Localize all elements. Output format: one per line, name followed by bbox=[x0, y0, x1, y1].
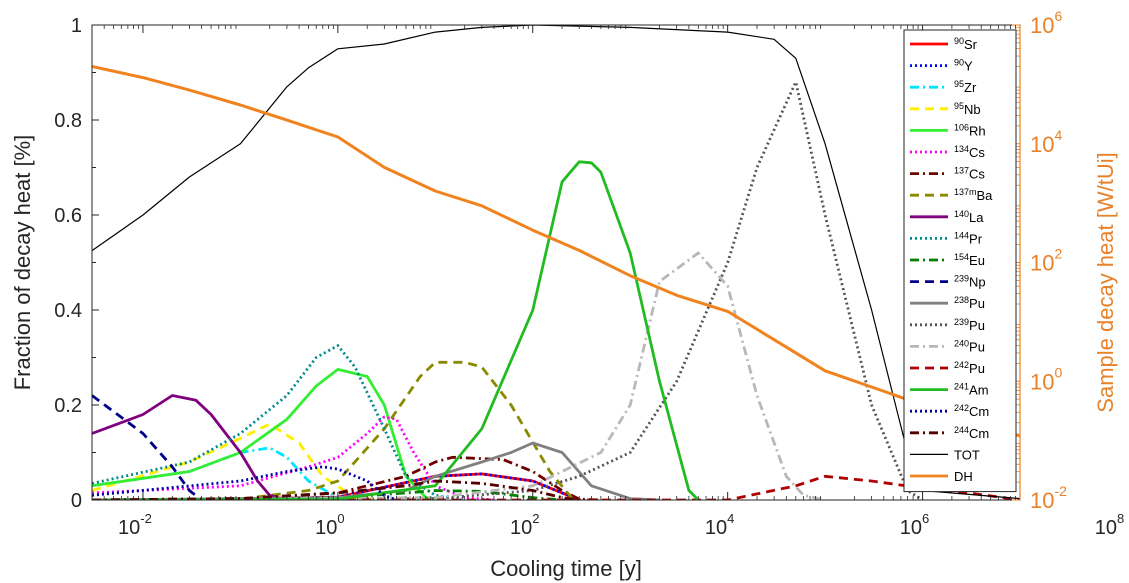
series-line-242-cm bbox=[92, 465, 398, 500]
legend-box bbox=[903, 29, 1017, 493]
y2-tick-label: 10-2 bbox=[1030, 483, 1067, 513]
legend-item-240-pu: 240Pu bbox=[910, 338, 985, 354]
legend-label: 154Eu bbox=[954, 252, 985, 268]
series-line-106-rh bbox=[92, 367, 444, 500]
legend-label: 95Nb bbox=[954, 101, 981, 117]
legend-label: 90Y bbox=[954, 58, 973, 74]
legend-label: 137Cs bbox=[954, 166, 985, 182]
series-line-239-pu bbox=[92, 80, 924, 500]
legend-label: 239Np bbox=[954, 274, 986, 290]
series-layer bbox=[92, 25, 1020, 500]
x-tick-label: 108 bbox=[1095, 511, 1124, 539]
legend-label: DH bbox=[954, 469, 973, 484]
legend-item-239-pu: 239Pu bbox=[910, 317, 985, 333]
legend-label: 137mBa bbox=[954, 187, 993, 203]
legend-item-144-pr: 144Pr bbox=[910, 230, 983, 246]
legend-label: 241Am bbox=[954, 382, 989, 398]
y-tick-label: 0.6 bbox=[54, 205, 82, 227]
series-line-144-pr bbox=[92, 344, 465, 500]
series-line-137m-ba bbox=[92, 360, 580, 500]
legend-item-95-nb: 95Nb bbox=[910, 101, 981, 117]
y-axis-label: Fraction of decay heat [%] bbox=[10, 135, 35, 391]
x-axis-label: Cooling time [y] bbox=[490, 556, 642, 581]
legend-item-90-sr: 90Sr bbox=[910, 36, 978, 52]
legend-label: 242Pu bbox=[954, 360, 985, 376]
legend-label: 140La bbox=[954, 209, 984, 225]
legend-label: 238Pu bbox=[954, 295, 985, 311]
series-line-240-pu bbox=[92, 251, 826, 500]
series-line-95-nb bbox=[92, 422, 385, 500]
series-line-95-zr bbox=[92, 446, 368, 500]
y-tick-label: 0.8 bbox=[54, 110, 82, 132]
legend-item-106-rh: 106Rh bbox=[910, 122, 986, 138]
x-tick-label: 100 bbox=[315, 511, 344, 539]
legend-item-134-cs: 134Cs bbox=[910, 144, 985, 160]
x-axis: 10-2 100 102 104 106 108 bbox=[91, 25, 1124, 539]
y-axis-left: 0 0.2 0.4 0.6 0.8 1 bbox=[54, 15, 99, 512]
legend-item-90-y: 90Y bbox=[910, 58, 973, 74]
legend-item-dh: DH bbox=[910, 469, 973, 484]
y-tick-label: 0.2 bbox=[54, 395, 82, 417]
y2-tick-label: 102 bbox=[1030, 246, 1062, 276]
series-line-239-np bbox=[92, 394, 203, 500]
x-tick-label: 104 bbox=[705, 511, 734, 539]
y2-axis-label: Sample decay heat [W/tUi] bbox=[1093, 152, 1118, 412]
legend-item-154-eu: 154Eu bbox=[910, 252, 985, 268]
series-line-241-am bbox=[92, 160, 700, 500]
legend-label: 242Cm bbox=[954, 403, 989, 419]
legend-label: 95Zr bbox=[954, 79, 977, 95]
legend-item-95-zr: 95Zr bbox=[910, 79, 977, 95]
series-line-242-pu bbox=[92, 474, 1020, 500]
legend-label: 90Sr bbox=[954, 36, 978, 52]
y-tick-label: 0 bbox=[71, 490, 82, 512]
legend-item-137m-ba: 137mBa bbox=[910, 187, 993, 203]
x-tick-label: 106 bbox=[900, 511, 929, 539]
x-tick-label: 102 bbox=[510, 511, 539, 539]
legend-label: 240Pu bbox=[954, 338, 985, 354]
x-tick-label: 10-2 bbox=[118, 511, 152, 539]
y-axis-right: 10-2 100 102 104 106 bbox=[1012, 8, 1067, 513]
legend-item-137-cs: 137Cs bbox=[910, 166, 985, 182]
series-line-244-cm bbox=[92, 479, 580, 500]
legend-item-241-am: 241Am bbox=[910, 382, 989, 398]
legend-item-238-pu: 238Pu bbox=[910, 295, 985, 311]
series-line-140-la bbox=[92, 394, 288, 500]
legend-item-244-cm: 244Cm bbox=[910, 425, 989, 441]
y2-tick-label: 106 bbox=[1030, 8, 1062, 38]
series-line-dh bbox=[92, 65, 1020, 438]
legend-label: 106Rh bbox=[954, 122, 986, 138]
series-line-134-cs bbox=[92, 415, 495, 500]
legend-label: 134Cs bbox=[954, 144, 985, 160]
legend-item-140-la: 140La bbox=[910, 209, 984, 225]
y2-tick-label: 100 bbox=[1030, 364, 1062, 394]
legend: 90Sr 90Y 95Zr 95Nb 106Rh 134Cs 137Cs 137mBa 140L… bbox=[903, 29, 1017, 493]
y-tick-label: 0.4 bbox=[54, 300, 82, 322]
legend-label: 239Pu bbox=[954, 317, 985, 333]
legend-label: 144Pr bbox=[954, 230, 983, 246]
series-line-tot bbox=[92, 25, 1020, 500]
legend-label: TOT bbox=[954, 447, 980, 462]
legend-item-tot: TOT bbox=[910, 447, 980, 462]
y2-tick-label: 104 bbox=[1030, 127, 1062, 157]
y-tick-label: 1 bbox=[71, 15, 82, 37]
legend-item-239-np: 239Np bbox=[910, 274, 986, 290]
legend-item-242-cm: 242Cm bbox=[910, 403, 989, 419]
legend-label: 244Cm bbox=[954, 425, 989, 441]
legend-item-242-pu: 242Pu bbox=[910, 360, 985, 376]
series-line-238-pu bbox=[92, 441, 660, 500]
